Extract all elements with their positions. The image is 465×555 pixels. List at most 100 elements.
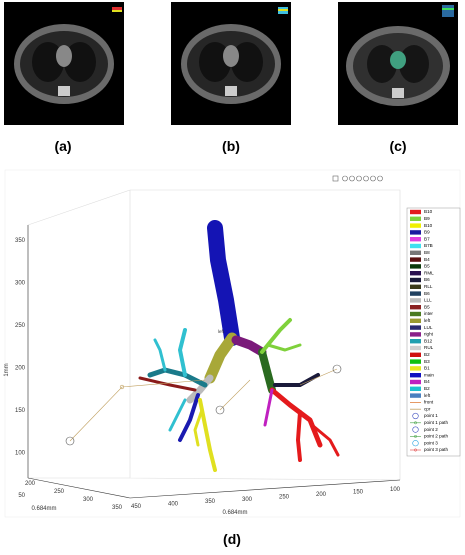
legend-swatch [410,366,421,371]
z-axis-label: 1mm [4,363,10,376]
legend-label: LLL [424,298,432,303]
z-tick-label: 300 [15,281,26,287]
legend-swatch [410,230,421,235]
legend-swatch [410,216,421,221]
legend-swatch [410,359,421,364]
legend-swatch [410,305,421,310]
legend-label: cpr [424,406,431,411]
ct-image-a [4,2,124,125]
legend-swatch [410,339,421,344]
legend-swatch [410,311,421,317]
legend-swatch [412,440,419,447]
legend-swatch [410,373,421,378]
panel-label: (d) [223,531,241,547]
z-tick-label: 150 [15,408,26,414]
ct-image-c [338,2,458,125]
legend-label: B4 [424,379,430,384]
legend-swatch [410,237,421,242]
y-tick-label: 250 [54,489,65,495]
annotation: left [218,329,225,334]
legend-swatch [414,434,417,438]
x-tick-label: 250 [279,494,290,500]
legend-label: B5 [424,304,430,309]
legend-label: B2 [424,386,430,391]
legend-label: B2 [424,352,430,357]
legend-label: right [424,332,434,337]
legend-label: point 3 path [424,447,448,452]
legend-label: front [424,400,434,405]
legend-label: B3 [424,359,430,364]
x-tick-label: 150 [353,490,364,496]
x-tick-label: 400 [168,502,179,508]
y-tick-label: 200 [25,481,36,487]
legend-label: point 3 [424,440,438,445]
legend-label: LUL [424,325,433,330]
x-axis-label: 0.684mm [222,510,247,516]
legend-swatch [410,345,421,351]
tick-labels: 350 300 250 200 150 100 50 1mm 200 250 300 350 0.684… [4,238,401,516]
legend-label: B8 [424,250,430,255]
z-tick-label: 350 [15,238,26,244]
ct-image-b [171,2,291,125]
legend-swatch [410,298,421,303]
legend-swatch [410,277,421,283]
airway-tree [138,220,340,472]
x-tick-label: 350 [205,499,216,505]
z-tick-label: 250 [15,323,26,329]
legend-label: B10 [424,209,433,214]
panel-label: (c) [389,138,406,154]
x-tick-label: 100 [390,487,401,493]
legend-label: point 1 [424,413,438,418]
legend-label: left [424,393,431,398]
path-markers [65,364,342,446]
legend-swatch [410,318,421,323]
z-tick-label: 100 [15,451,26,457]
legend-label: B9 [424,230,430,235]
legend-swatch [414,421,417,425]
legend-label: main [424,372,434,377]
legend-label: B5 [424,264,430,269]
legend-swatch [410,271,421,276]
legend-label: RLL [424,284,433,289]
x-tick-label: 200 [316,492,327,498]
legend-swatch [412,426,419,433]
legend-swatch [410,386,421,391]
legend-swatch [410,257,421,262]
panel-label: (b) [222,138,240,154]
legend-label: B4 [424,257,430,262]
legend-label: B7 [424,236,430,241]
panel-label: (a) [54,138,71,154]
legend-swatch [410,209,421,215]
legend-swatch [410,332,421,337]
legend-label: B12 [424,338,433,343]
legend-swatch [410,223,421,228]
legend-label: left [424,318,431,323]
y-tick-label: 300 [83,497,94,503]
x-tick-label: 450 [131,504,142,510]
legend-label: B6 [424,277,430,282]
legend-swatch [410,379,421,385]
legend-label: point 1 path [424,420,448,425]
legend-swatch [410,264,421,269]
legend-swatch [410,243,421,249]
legend-label: inter [424,311,433,316]
z-tick-label: 200 [15,366,26,372]
y-axis-label: 0.684mm [31,506,56,512]
x-tick-label: 300 [242,497,253,503]
legend-swatch [410,325,421,330]
legend-label: B7B [424,243,433,248]
legend-swatch [410,393,421,398]
legend-label: RUL [424,345,434,350]
legend-swatch [410,352,421,357]
axes [27,225,401,499]
toolbar [332,175,383,182]
legend-label: B9 [424,216,430,221]
legend-swatch [410,284,421,289]
legend-swatch [410,291,421,296]
legend-label: point 2 [424,427,438,432]
legend-label: B1 [424,366,430,371]
legend-label: RML [424,270,434,275]
legend-label: point 2 path [424,434,448,439]
